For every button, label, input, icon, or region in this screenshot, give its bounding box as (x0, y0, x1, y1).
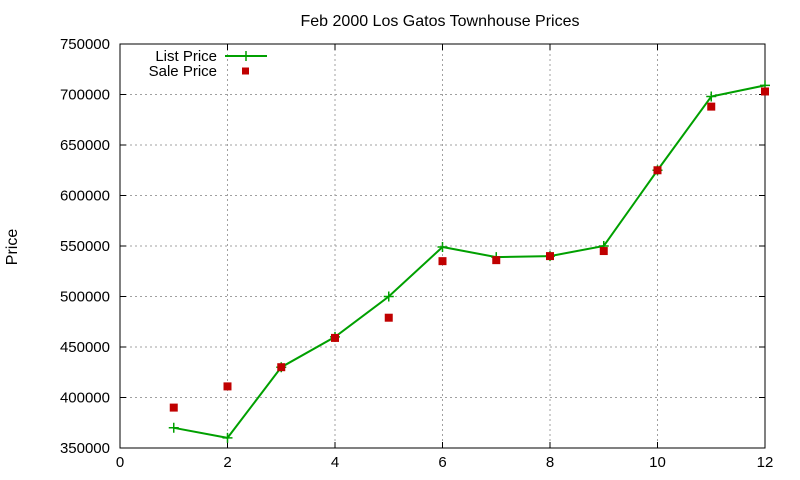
legend-label-sale-price: Sale Price (149, 63, 217, 80)
sale-price-point (492, 256, 501, 265)
sale-price-point (384, 313, 393, 322)
x-tick-label: 4 (331, 454, 339, 471)
y-tick-label: 750000 (60, 36, 110, 53)
y-tick-label: 650000 (60, 137, 110, 154)
sale-price-point (761, 87, 769, 96)
y-axis-label: Price (4, 229, 21, 266)
legend: List Price Sale Price (149, 48, 267, 80)
legend-label-list-price: List Price (155, 48, 217, 65)
sale-price-point (438, 257, 447, 266)
y-tick-label: 500000 (60, 289, 110, 306)
y-tick-label: 700000 (60, 87, 110, 104)
y-tick-label: 600000 (60, 188, 110, 205)
chart-title: Feb 2000 Los Gatos Townhouse Prices (301, 13, 580, 30)
x-tick-label: 6 (438, 454, 446, 471)
list-price-point (706, 91, 717, 102)
sale-price-point (169, 403, 178, 412)
x-tick-label: 12 (757, 454, 774, 471)
x-tick-label: 10 (649, 454, 666, 471)
list-price-point (222, 432, 233, 443)
legend-marker-list-price (241, 51, 251, 61)
y-tick-label: 350000 (60, 440, 110, 457)
list-price-point (383, 291, 394, 302)
legend-marker-sale-price (242, 67, 249, 75)
tick-labels: 0 2 4 6 8 10 12 350000 400000 450000 500000 550000 6… (60, 36, 773, 471)
sale-price-point (599, 247, 608, 256)
y-tick-label: 450000 (60, 339, 110, 356)
plot-frame (119, 43, 766, 449)
list-price-point (437, 242, 448, 253)
sale-price-point (277, 363, 286, 372)
sale-price-point (653, 166, 662, 175)
y-tick-label: 400000 (60, 390, 110, 407)
list-price-line (173, 84, 766, 439)
list-price-point (168, 422, 179, 433)
x-tick-label: 0 (116, 454, 124, 471)
sale-price-point (223, 382, 232, 391)
sale-price-point (707, 102, 716, 111)
series (168, 80, 770, 443)
y-tick-label: 550000 (60, 238, 110, 255)
x-tick-label: 2 (223, 454, 231, 471)
x-tick-label: 8 (546, 454, 554, 471)
sale-price-point (331, 333, 339, 342)
sale-price-point (546, 252, 554, 261)
